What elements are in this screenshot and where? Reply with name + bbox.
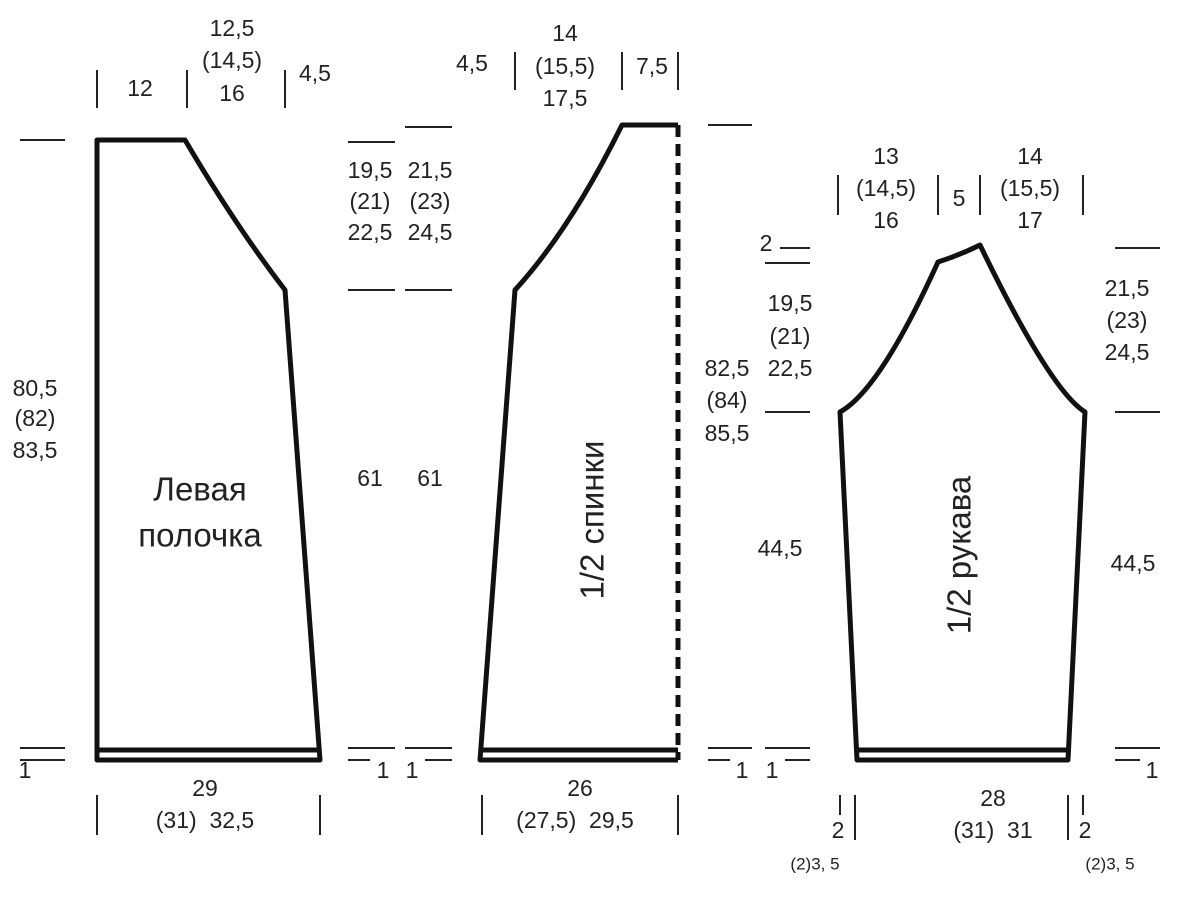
measure: 61: [357, 465, 383, 491]
measure: (21): [350, 188, 391, 214]
measure: 24,5: [1105, 339, 1150, 365]
measure: 7,5: [636, 53, 668, 79]
measure: 16: [873, 207, 899, 233]
piece-title: 1/2 рукава: [941, 475, 978, 634]
measure: 13: [873, 143, 899, 169]
tick-marks: [20, 52, 1160, 840]
measure: 1: [377, 757, 390, 783]
sleeve-labels: 1/2 рукава 2 19,5 (21) 22,5 44,5 1 13 (1…: [758, 143, 1159, 873]
measure: 80,5: [13, 375, 58, 401]
measure: 28: [980, 785, 1006, 811]
measure: 19,5: [348, 157, 393, 183]
measure: 4,5: [456, 50, 488, 76]
measure: 19,5: [768, 290, 813, 316]
measure: (14,5): [856, 175, 916, 201]
measure: (27,5) 29,5: [516, 807, 634, 833]
measure: 2: [760, 230, 773, 256]
measure: 1: [1146, 757, 1159, 783]
back-labels: 1/2 спинки 21,5 (23) 24,5 61 1 4,5 14 (1…: [406, 20, 750, 833]
piece-title: 1/2 спинки: [574, 441, 611, 600]
measure: 22,5: [348, 219, 393, 245]
measure: (21): [770, 323, 811, 349]
front-labels: Левая полочка 12 12,5 (14,5) 16 4,5 80,5…: [13, 15, 393, 833]
measure: (23): [410, 188, 451, 214]
measure: 17,5: [543, 85, 588, 111]
measure: 12,5: [210, 15, 255, 41]
measure: 2: [1079, 817, 1092, 843]
measure: 21,5: [1105, 275, 1150, 301]
measure: 4,5: [299, 60, 331, 86]
measure: 44,5: [1111, 550, 1156, 576]
measure: 12: [127, 75, 153, 101]
measure: (2)3, 5: [1085, 854, 1134, 873]
measure: (23): [1107, 307, 1148, 333]
back-outline: [477, 122, 678, 763]
measure: 1: [766, 757, 779, 783]
measure: 29: [192, 775, 218, 801]
measure: 21,5: [408, 157, 453, 183]
measure: (31) 32,5: [156, 807, 254, 833]
sleeve-outline: [837, 242, 1088, 763]
measure: 2: [832, 817, 845, 843]
measure: 14: [1017, 143, 1043, 169]
measure: 26: [567, 775, 593, 801]
measure: 1: [406, 757, 419, 783]
measure: (15,5): [1000, 175, 1060, 201]
piece-title: Левая: [153, 471, 246, 508]
measure: 5: [953, 185, 966, 211]
measure: 44,5: [758, 535, 803, 561]
measure: 24,5: [408, 219, 453, 245]
measure: 85,5: [705, 420, 750, 446]
measure: 16: [219, 80, 245, 106]
measure: 22,5: [768, 355, 813, 381]
measure: 17: [1017, 207, 1043, 233]
measure: 14: [552, 20, 578, 46]
measure: 82,5: [705, 355, 750, 381]
front-outline: [94, 137, 323, 763]
measure: (84): [707, 387, 748, 413]
measure: 1: [19, 757, 32, 783]
measure: (82): [15, 405, 56, 431]
measure: 1: [736, 757, 749, 783]
measure: 61: [417, 465, 443, 491]
outlines: [94, 122, 1088, 763]
measure: 83,5: [13, 437, 58, 463]
measure: (31) 31: [953, 817, 1032, 843]
measure: (2)3, 5: [790, 854, 839, 873]
measure: (15,5): [535, 53, 595, 79]
measure: (14,5): [202, 47, 262, 73]
piece-title: полочка: [138, 517, 262, 554]
